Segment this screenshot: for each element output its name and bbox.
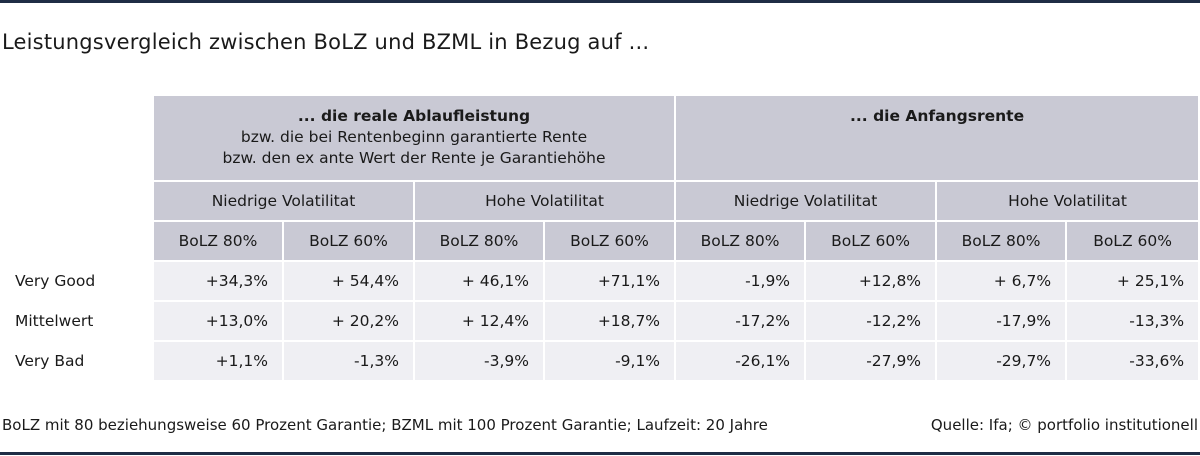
volatility-header: Niedrige Volatilitat <box>154 182 415 222</box>
column-header: BoLZ 80% <box>676 222 807 262</box>
footnote: BoLZ mit 80 beziehungsweise 60 Prozent G… <box>2 416 768 434</box>
group-header-line1: ... die reale Ablaufleistung <box>297 107 531 125</box>
column-header: BoLZ 80% <box>154 222 284 262</box>
column-header: BoLZ 60% <box>806 222 938 262</box>
table-cell: + 12,4% <box>415 302 545 342</box>
table-row: Very Good +34,3% + 54,4% + 46,1% +71,1% … <box>0 262 1199 302</box>
column-header: BoLZ 60% <box>545 222 677 262</box>
table-cell: -17,9% <box>937 302 1068 342</box>
bottom-rule <box>0 452 1200 455</box>
group-header-line2: bzw. die bei Rentenbeginn garantierte Re… <box>240 128 588 146</box>
table-row: Mittelwert +13,0% + 20,2% + 12,4% +18,7%… <box>0 302 1199 342</box>
table-cell: +1,1% <box>154 342 284 382</box>
table-cell: +34,3% <box>154 262 284 302</box>
table-cell: + 20,2% <box>284 302 415 342</box>
table-cell: -17,2% <box>676 302 807 342</box>
column-header: BoLZ 60% <box>284 222 415 262</box>
comparison-table: ... die reale Ablaufleistung bzw. die be… <box>0 96 1199 382</box>
table-cell: -33,6% <box>1067 342 1199 382</box>
table-cell: + 6,7% <box>937 262 1068 302</box>
table-cell: -27,9% <box>806 342 938 382</box>
top-rule <box>0 0 1200 3</box>
table-cell: + 54,4% <box>284 262 415 302</box>
table-cell: -12,2% <box>806 302 938 342</box>
table-cell: + 46,1% <box>415 262 545 302</box>
page-title: Leistungsvergleich zwischen BoLZ und BZM… <box>2 30 650 54</box>
row-label: Mittelwert <box>0 302 154 342</box>
table-cell: +18,7% <box>545 302 677 342</box>
table-cell: +12,8% <box>806 262 938 302</box>
row-label: Very Good <box>0 262 154 302</box>
table-cell: -3,9% <box>415 342 545 382</box>
column-header: BoLZ 80% <box>937 222 1068 262</box>
table-corner <box>0 96 154 262</box>
table-cell: -29,7% <box>937 342 1068 382</box>
row-label: Very Bad <box>0 342 154 382</box>
table-cell: -1,3% <box>284 342 415 382</box>
source-credit: Quelle: Ifa; © portfolio institutionell <box>930 416 1198 434</box>
table-cell: +13,0% <box>154 302 284 342</box>
group-header-line1: ... die Anfangsrente <box>850 107 1025 125</box>
table-row: Very Bad +1,1% -1,3% -3,9% -9,1% -26,1% … <box>0 342 1199 382</box>
table-cell: + 25,1% <box>1067 262 1199 302</box>
table-cell: -26,1% <box>676 342 807 382</box>
column-header: BoLZ 60% <box>1067 222 1199 262</box>
group-header-line3: bzw. den ex ante Wert der Rente je Garan… <box>222 149 606 167</box>
volatility-header: Niedrige Volatilitat <box>676 182 938 222</box>
column-header: BoLZ 80% <box>415 222 545 262</box>
group-header-anfangsrente: ... die Anfangsrente <box>676 96 1199 182</box>
table-cell: -13,3% <box>1067 302 1199 342</box>
table-cell: -1,9% <box>676 262 807 302</box>
table-cell: +71,1% <box>545 262 677 302</box>
volatility-header: Hohe Volatilitat <box>415 182 677 222</box>
table-cell: -9,1% <box>545 342 677 382</box>
volatility-header: Hohe Volatilitat <box>937 182 1199 222</box>
group-header-ablaufleistung: ... die reale Ablaufleistung bzw. die be… <box>154 96 677 182</box>
